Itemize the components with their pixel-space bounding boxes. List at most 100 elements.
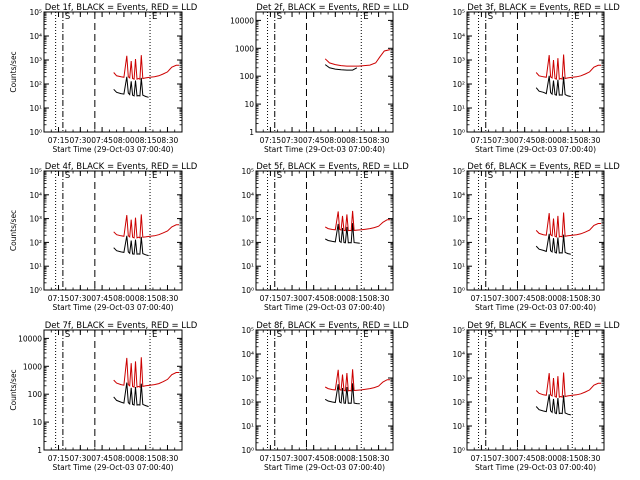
plot-frame bbox=[255, 11, 394, 133]
x-tick-label: 08:30 bbox=[368, 136, 390, 145]
marker-label: S bbox=[488, 171, 493, 181]
lld-series-line bbox=[535, 372, 602, 398]
marker-label: E bbox=[574, 12, 579, 22]
events-series-line bbox=[113, 382, 149, 408]
chart-panel-9: Det 9f, BLACK = Events, RED = LLD 10⁰ 10¹ 1… bbox=[452, 321, 620, 472]
x-tick-label: 07:30 bbox=[492, 454, 514, 463]
x-tick-label: 07:30 bbox=[281, 136, 303, 145]
x-tick-label: 08:30 bbox=[368, 294, 390, 303]
x-tick-label: 07:30 bbox=[70, 294, 92, 303]
x-tick-label: 08:00 bbox=[325, 454, 347, 463]
x-tick-label: 07:30 bbox=[492, 294, 514, 303]
y-tick-label: 10¹ bbox=[452, 422, 465, 431]
y-tick-label: 10³ bbox=[29, 56, 42, 65]
x-tick-label: 08:30 bbox=[579, 294, 601, 303]
x-tick-label: 07:45 bbox=[514, 294, 536, 303]
marker-label: E bbox=[152, 171, 157, 181]
x-tick-label: 07:45 bbox=[514, 136, 536, 145]
chart-title: Det 3f, BLACK = Events, RED = LLD bbox=[467, 3, 620, 13]
y-tick-label: 10⁰ bbox=[452, 128, 465, 137]
y-tick-label: 1000 bbox=[23, 362, 42, 371]
marker-label: S bbox=[277, 171, 282, 181]
x-axis-label: Start Time (29-Oct-03 07:00:40) bbox=[475, 145, 596, 154]
y-tick-label: 100 bbox=[28, 390, 43, 399]
y-tick-label: 10⁰ bbox=[452, 286, 465, 295]
plot-frame bbox=[466, 170, 605, 291]
marker-label: E bbox=[152, 330, 157, 340]
x-axis-label: Start Time (29-Oct-03 07:00:40) bbox=[52, 463, 173, 472]
lld-series-line bbox=[324, 49, 391, 67]
y-axis-label: Counts/sec bbox=[9, 51, 18, 92]
y-tick-label: 10³ bbox=[452, 374, 465, 383]
lld-series-line bbox=[113, 214, 180, 239]
x-tick-label: 07:15 bbox=[48, 454, 70, 463]
lld-series-line bbox=[113, 55, 180, 80]
y-tick-label: 10⁵ bbox=[452, 8, 465, 17]
y-tick-label: 10⁰ bbox=[241, 286, 254, 295]
x-tick-label: 08:00 bbox=[113, 294, 135, 303]
y-tick-label: 10⁵ bbox=[452, 167, 465, 176]
y-tick-label: 10¹ bbox=[29, 262, 42, 271]
marker-label: E bbox=[363, 12, 368, 22]
x-tick-label: 07:15 bbox=[260, 454, 282, 463]
chart-panel-7: Det 7f, BLACK = Events, RED = LLD 1 10 100 1… bbox=[9, 321, 198, 472]
x-tick-label: 07:15 bbox=[48, 294, 70, 303]
y-tick-label: 10³ bbox=[241, 215, 254, 224]
x-axis-label: Start Time (29-Oct-03 07:00:40) bbox=[52, 145, 173, 154]
y-tick-label: 10⁰ bbox=[452, 446, 465, 455]
y-tick-label: 10 bbox=[244, 100, 254, 109]
y-tick-label: 10000 bbox=[18, 334, 42, 343]
x-tick-label: 08:15 bbox=[135, 136, 157, 145]
plot-frame bbox=[255, 170, 394, 291]
y-tick-label: 10¹ bbox=[452, 262, 465, 271]
x-axis-label: Start Time (29-Oct-03 07:00:40) bbox=[52, 303, 173, 312]
y-tick-label: 1000 bbox=[235, 44, 254, 53]
marker-label: S bbox=[488, 12, 493, 22]
y-tick-label: 10⁴ bbox=[29, 191, 42, 200]
y-tick-label: 10⁰ bbox=[29, 128, 42, 137]
x-tick-label: 07:45 bbox=[91, 454, 113, 463]
chart-title: Det 4f, BLACK = Events, RED = LLD bbox=[45, 162, 198, 172]
chart-title: Det 5f, BLACK = Events, RED = LLD bbox=[256, 162, 409, 172]
marker-label: E bbox=[574, 330, 579, 340]
x-axis-label: Start Time (29-Oct-03 07:00:40) bbox=[264, 303, 385, 312]
marker-label: E bbox=[152, 12, 157, 22]
x-tick-label: 07:45 bbox=[303, 136, 325, 145]
x-tick-label: 08:00 bbox=[113, 136, 135, 145]
marker-label: S bbox=[65, 330, 70, 340]
chart-panel-6: Det 6f, BLACK = Events, RED = LLD 10⁰ 10¹ 1… bbox=[452, 162, 620, 312]
chart-title: Det 2f, BLACK = Events, RED = LLD bbox=[256, 3, 409, 13]
y-tick-label: 100 bbox=[240, 72, 255, 81]
x-tick-label: 08:15 bbox=[557, 136, 579, 145]
y-tick-label: 10² bbox=[241, 238, 254, 247]
x-tick-label: 08:15 bbox=[135, 294, 157, 303]
y-tick-label: 10³ bbox=[241, 374, 254, 383]
y-tick-label: 10³ bbox=[452, 215, 465, 224]
lld-series-line bbox=[535, 54, 602, 80]
x-tick-label: 08:30 bbox=[157, 136, 179, 145]
x-tick-label: 08:00 bbox=[325, 136, 347, 145]
x-tick-label: 07:15 bbox=[471, 136, 493, 145]
x-tick-label: 07:15 bbox=[471, 294, 493, 303]
x-tick-label: 08:30 bbox=[157, 294, 179, 303]
x-tick-label: 08:15 bbox=[557, 454, 579, 463]
marker-label: S bbox=[65, 171, 70, 181]
x-tick-label: 07:30 bbox=[70, 136, 92, 145]
lld-series-line bbox=[113, 357, 180, 388]
x-tick-label: 08:15 bbox=[346, 294, 368, 303]
x-tick-label: 07:30 bbox=[70, 454, 92, 463]
x-tick-label: 07:45 bbox=[91, 136, 113, 145]
x-tick-label: 08:00 bbox=[536, 294, 558, 303]
x-tick-label: 08:30 bbox=[157, 454, 179, 463]
y-tick-label: 10¹ bbox=[452, 104, 465, 113]
plot-frame bbox=[43, 170, 183, 291]
marker-label: S bbox=[277, 12, 282, 22]
y-tick-label: 10¹ bbox=[241, 262, 254, 271]
events-series-line bbox=[324, 64, 358, 71]
y-tick-label: 1 bbox=[37, 446, 42, 455]
chart-title: Det 1f, BLACK = Events, RED = LLD bbox=[45, 3, 198, 13]
chart-title: Det 7f, BLACK = Events, RED = LLD bbox=[45, 321, 198, 331]
x-axis-label: Start Time (29-Oct-03 07:00:40) bbox=[475, 463, 596, 472]
x-tick-label: 07:15 bbox=[471, 454, 493, 463]
x-tick-label: 07:45 bbox=[303, 454, 325, 463]
